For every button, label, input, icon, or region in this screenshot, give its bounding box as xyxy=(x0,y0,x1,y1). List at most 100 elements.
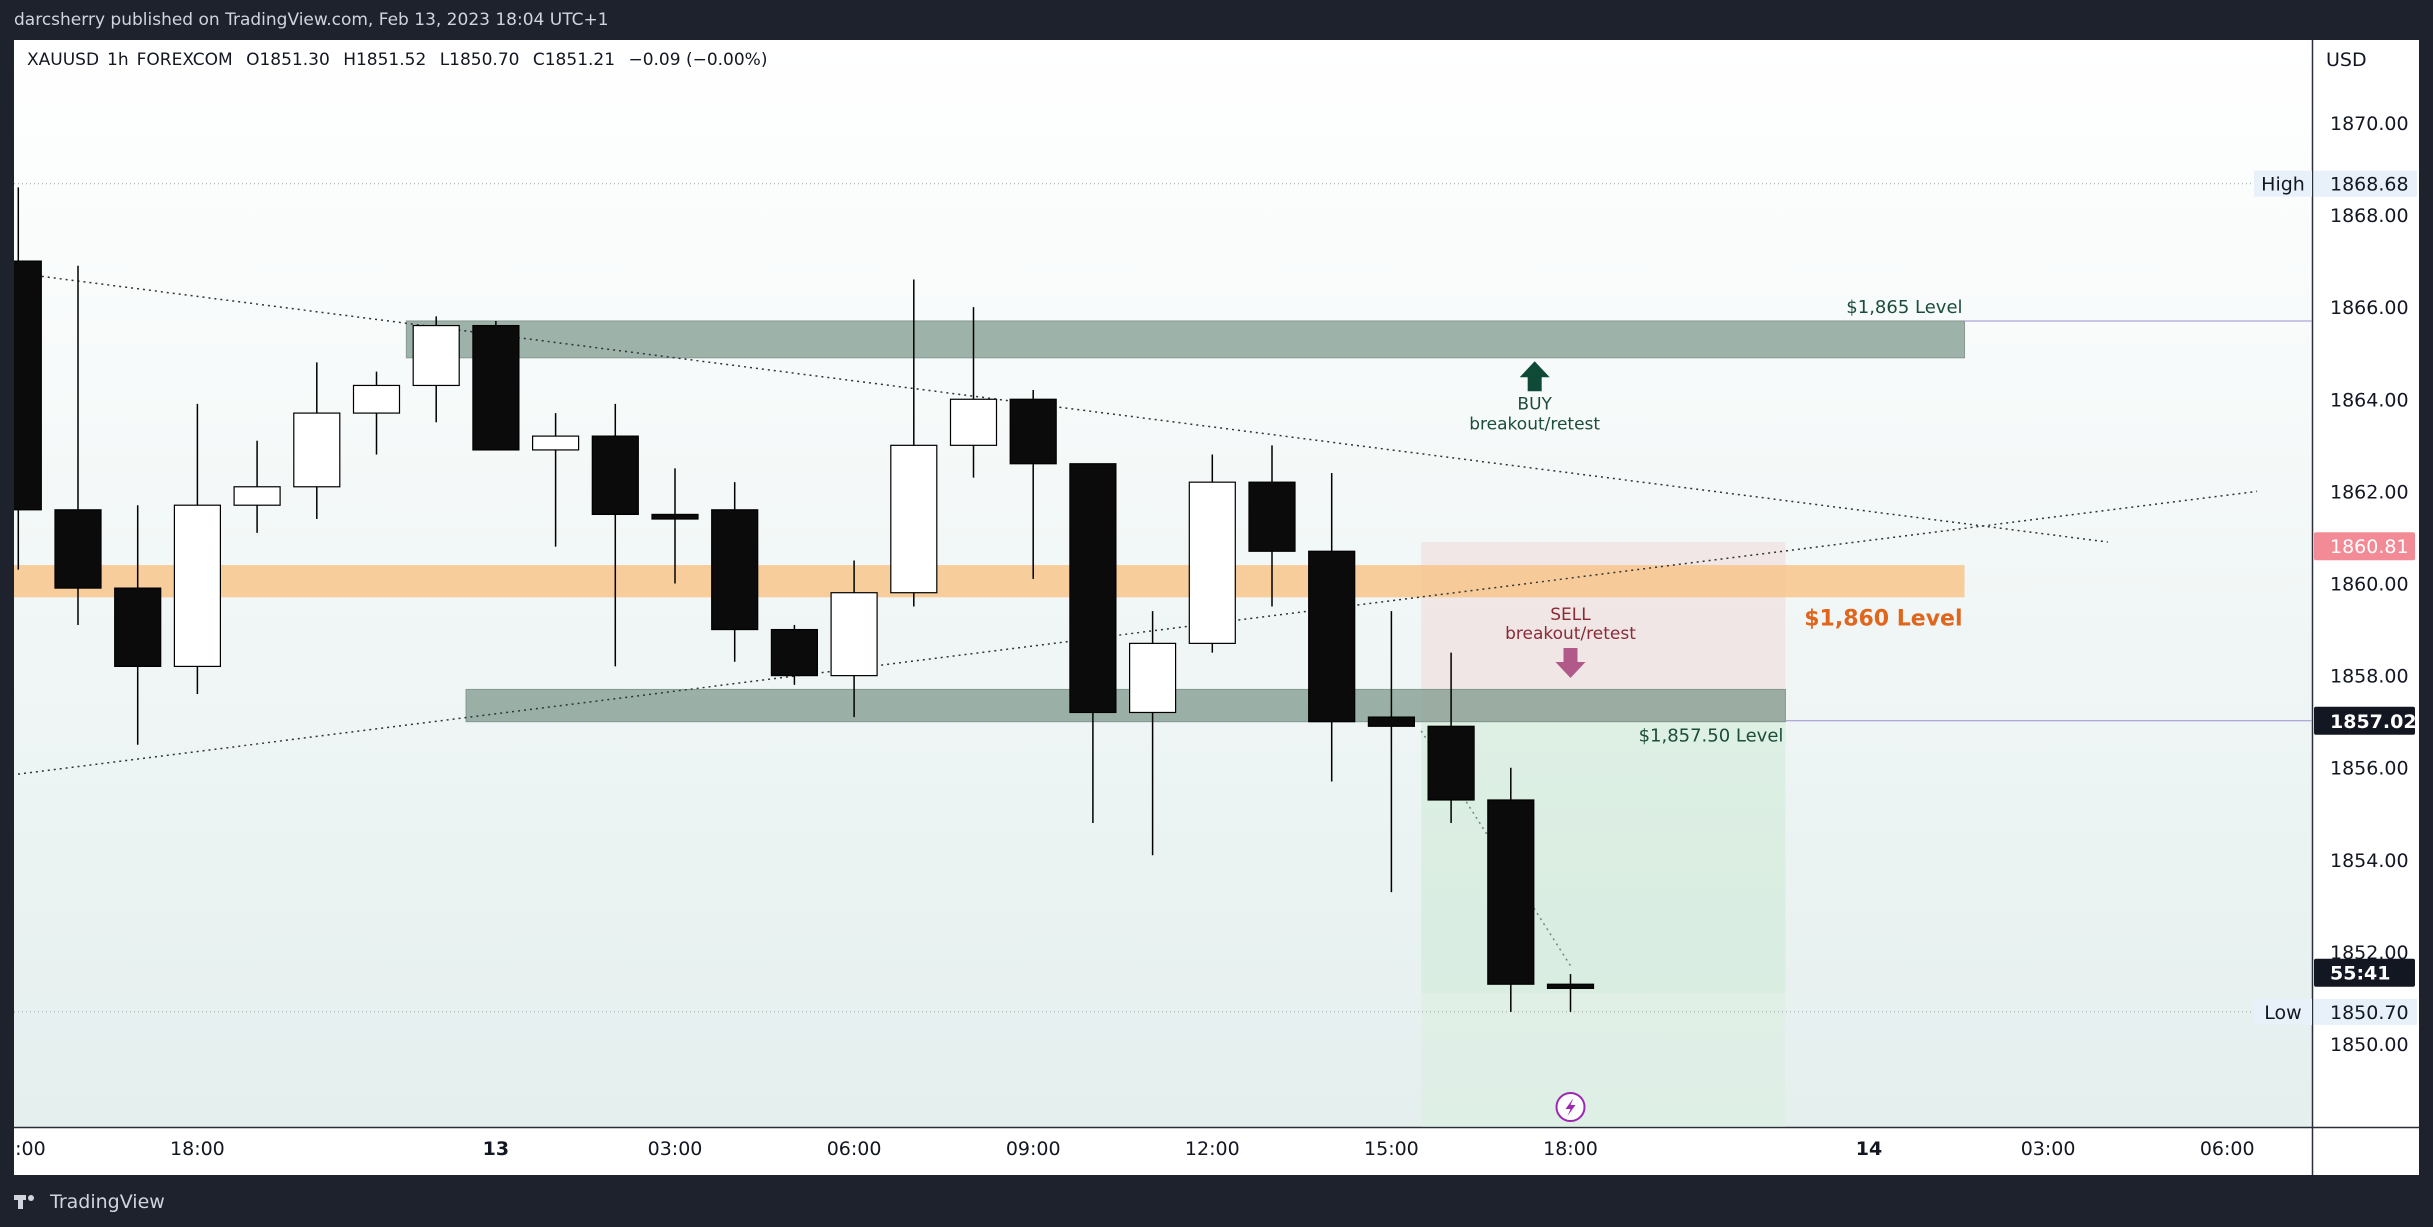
low-tag-label: Low xyxy=(2264,1002,2301,1024)
candle-body xyxy=(890,444,938,594)
low-tag-bg xyxy=(2254,998,2312,1025)
candle-body xyxy=(1367,716,1416,727)
price-tick-label: 1864.00 xyxy=(2330,389,2409,411)
candle-body xyxy=(54,509,102,589)
low-value-label: 1850.70 xyxy=(2330,1002,2409,1024)
candle xyxy=(412,316,460,423)
tradingview-logo-icon xyxy=(14,1193,44,1211)
candle-body xyxy=(1427,725,1475,801)
candle xyxy=(472,320,520,451)
high-value-label: 1868.68 xyxy=(2330,174,2409,196)
price-chart[interactable]: $1,865 Level $1,860 Level $1,857.50 Level B… xyxy=(14,40,2419,1175)
currency-label: USD xyxy=(2326,49,2367,71)
zone-1 xyxy=(14,565,1965,598)
candle-body xyxy=(14,260,42,511)
candle-body xyxy=(1308,550,1356,723)
price-tag-bg xyxy=(2314,532,2415,561)
candle-body xyxy=(173,504,221,668)
candle-body xyxy=(472,324,520,451)
time-tick-label: 15:00 xyxy=(14,1138,46,1160)
legend-high: H1851.52 xyxy=(343,50,427,70)
candle xyxy=(114,505,162,745)
time-axis xyxy=(14,1127,2419,1175)
candle xyxy=(711,482,759,662)
time-tick-label: 03:00 xyxy=(648,1138,703,1160)
legend-change: −0.09 (−0.00%) xyxy=(628,50,768,70)
candle-body xyxy=(531,435,580,451)
candle xyxy=(770,624,819,685)
candle xyxy=(591,403,639,667)
time-tick-label: 18:00 xyxy=(170,1138,225,1160)
candle xyxy=(949,307,998,478)
candle-body xyxy=(352,384,401,414)
zone-label-2: $1,857.50 Level xyxy=(1639,726,1784,747)
high-value-bg xyxy=(2314,170,2417,197)
price-tick-label: 1856.00 xyxy=(2330,758,2409,780)
candle-body xyxy=(591,435,639,516)
buy-label: BUY xyxy=(1517,394,1552,414)
price-tag-label: 1860.81 xyxy=(2330,536,2409,558)
footer-bar: TradingView xyxy=(0,1175,2433,1227)
candle xyxy=(14,187,42,570)
price-tick-label: 1858.00 xyxy=(2330,666,2409,688)
zone-2 xyxy=(465,688,1786,723)
time-tick-label: 15:00 xyxy=(1364,1138,1419,1160)
zone-0 xyxy=(405,320,1966,359)
zone-label-0: $1,865 Level xyxy=(1846,297,1962,318)
candle-body xyxy=(830,592,878,677)
price-tag-bg xyxy=(2314,958,2415,987)
candle xyxy=(54,265,102,625)
high-tag-bg xyxy=(2254,170,2312,197)
symbol-legend: XAUUSD 1h FOREXCOM O1851.30 H1851.52 L1850… xyxy=(27,50,775,70)
candle xyxy=(293,362,341,520)
candle-body xyxy=(1128,642,1177,714)
lightning-icon[interactable] xyxy=(1565,1098,1576,1116)
legend-close: C1851.21 xyxy=(532,50,616,70)
candle-body xyxy=(651,513,699,520)
price-tag-label: 55:41 xyxy=(2330,963,2390,985)
candle xyxy=(352,371,401,455)
candle xyxy=(890,279,938,607)
tradingview-brand: TradingView xyxy=(50,1191,165,1213)
candle xyxy=(1188,454,1236,653)
candle xyxy=(173,403,221,695)
time-tick-label: 18:00 xyxy=(1543,1138,1598,1160)
price-tick-label: 1850.00 xyxy=(2330,1034,2409,1056)
time-tick-label: 03:00 xyxy=(2021,1138,2076,1160)
plot-layer: $1,865 Level $1,860 Level $1,857.50 Level B… xyxy=(14,183,2312,1127)
price-axis xyxy=(2312,40,2419,1127)
time-tick-label: 14 xyxy=(1856,1138,1882,1160)
tradingview-logo[interactable]: TradingView xyxy=(14,1191,165,1213)
candle xyxy=(1427,652,1475,824)
trendline-0 xyxy=(14,272,2108,543)
candle xyxy=(1128,611,1177,856)
candle-body xyxy=(1546,983,1595,989)
legend-symbol: XAUUSD xyxy=(27,50,100,70)
price-tick-label: 1870.00 xyxy=(2330,113,2409,135)
price-tag-bg xyxy=(2314,706,2415,735)
target-extension xyxy=(1421,993,1786,1127)
candle-body xyxy=(412,324,460,387)
high-tag-label: High xyxy=(2261,174,2305,196)
candle-body xyxy=(949,398,998,446)
candle xyxy=(651,468,699,584)
legend-exchange: FOREXCOM xyxy=(136,50,233,70)
candle xyxy=(1308,472,1356,782)
time-tick-label: 06:00 xyxy=(2200,1138,2255,1160)
candle xyxy=(1367,611,1416,893)
time-tick-label: 13 xyxy=(483,1138,509,1160)
candle xyxy=(830,560,878,718)
candle xyxy=(1546,974,1595,1012)
buy-arrow-icon xyxy=(1519,361,1550,392)
sell-sublabel: breakout/retest xyxy=(1505,624,1636,644)
price-tick-label: 1862.00 xyxy=(2330,481,2409,503)
low-value-bg xyxy=(2314,998,2417,1025)
candle-body xyxy=(293,412,341,488)
price-tick-label: 1868.00 xyxy=(2330,205,2409,227)
publisher-bar: darcsherry published on TradingView.com,… xyxy=(0,0,2433,40)
candle-body xyxy=(1487,799,1535,985)
buy-sublabel: breakout/retest xyxy=(1469,414,1600,434)
candle-body xyxy=(711,509,759,631)
price-tag-label: 1857.02 xyxy=(2330,711,2417,733)
zone-label-1: $1,860 Level xyxy=(1804,606,1962,631)
